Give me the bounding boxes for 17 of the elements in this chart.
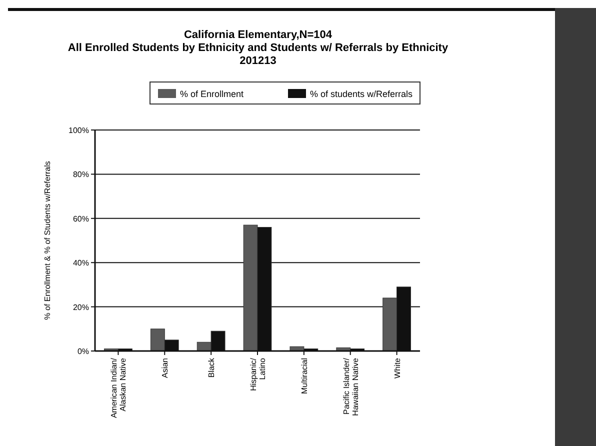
legend-label: % of Enrollment [180, 89, 244, 99]
y-axis-title: % of Enrollment & % of Students w/Referrals [43, 161, 52, 320]
y-tick-label: 100% [68, 126, 89, 135]
legend-label: % of students w/Referrals [310, 89, 414, 99]
x-tick-label: Asian [160, 358, 170, 378]
x-tick-label: White [392, 357, 402, 378]
x-tick-label: Pacific Islander/Hawaiian Native [342, 357, 360, 416]
y-tick-label: 20% [72, 302, 89, 312]
x-tick-label: Multiracial [300, 358, 309, 394]
y-tick-label: 0% [77, 347, 89, 356]
x-tick-label: American Indian/Alaskan Native [110, 357, 128, 418]
x-tick-label: Hispanic/Latino [249, 357, 267, 391]
chart-title: California Elementary,N=104 All Enrolled Students by Ethnicity and Students w/ Referrals by Ethnicity 201213 [68, 29, 449, 67]
y-tick-label: 80% [72, 170, 89, 180]
x-tick-label: Black [207, 357, 216, 378]
y-tick-label: 60% [72, 214, 89, 224]
y-tick-label: 40% [72, 258, 89, 268]
